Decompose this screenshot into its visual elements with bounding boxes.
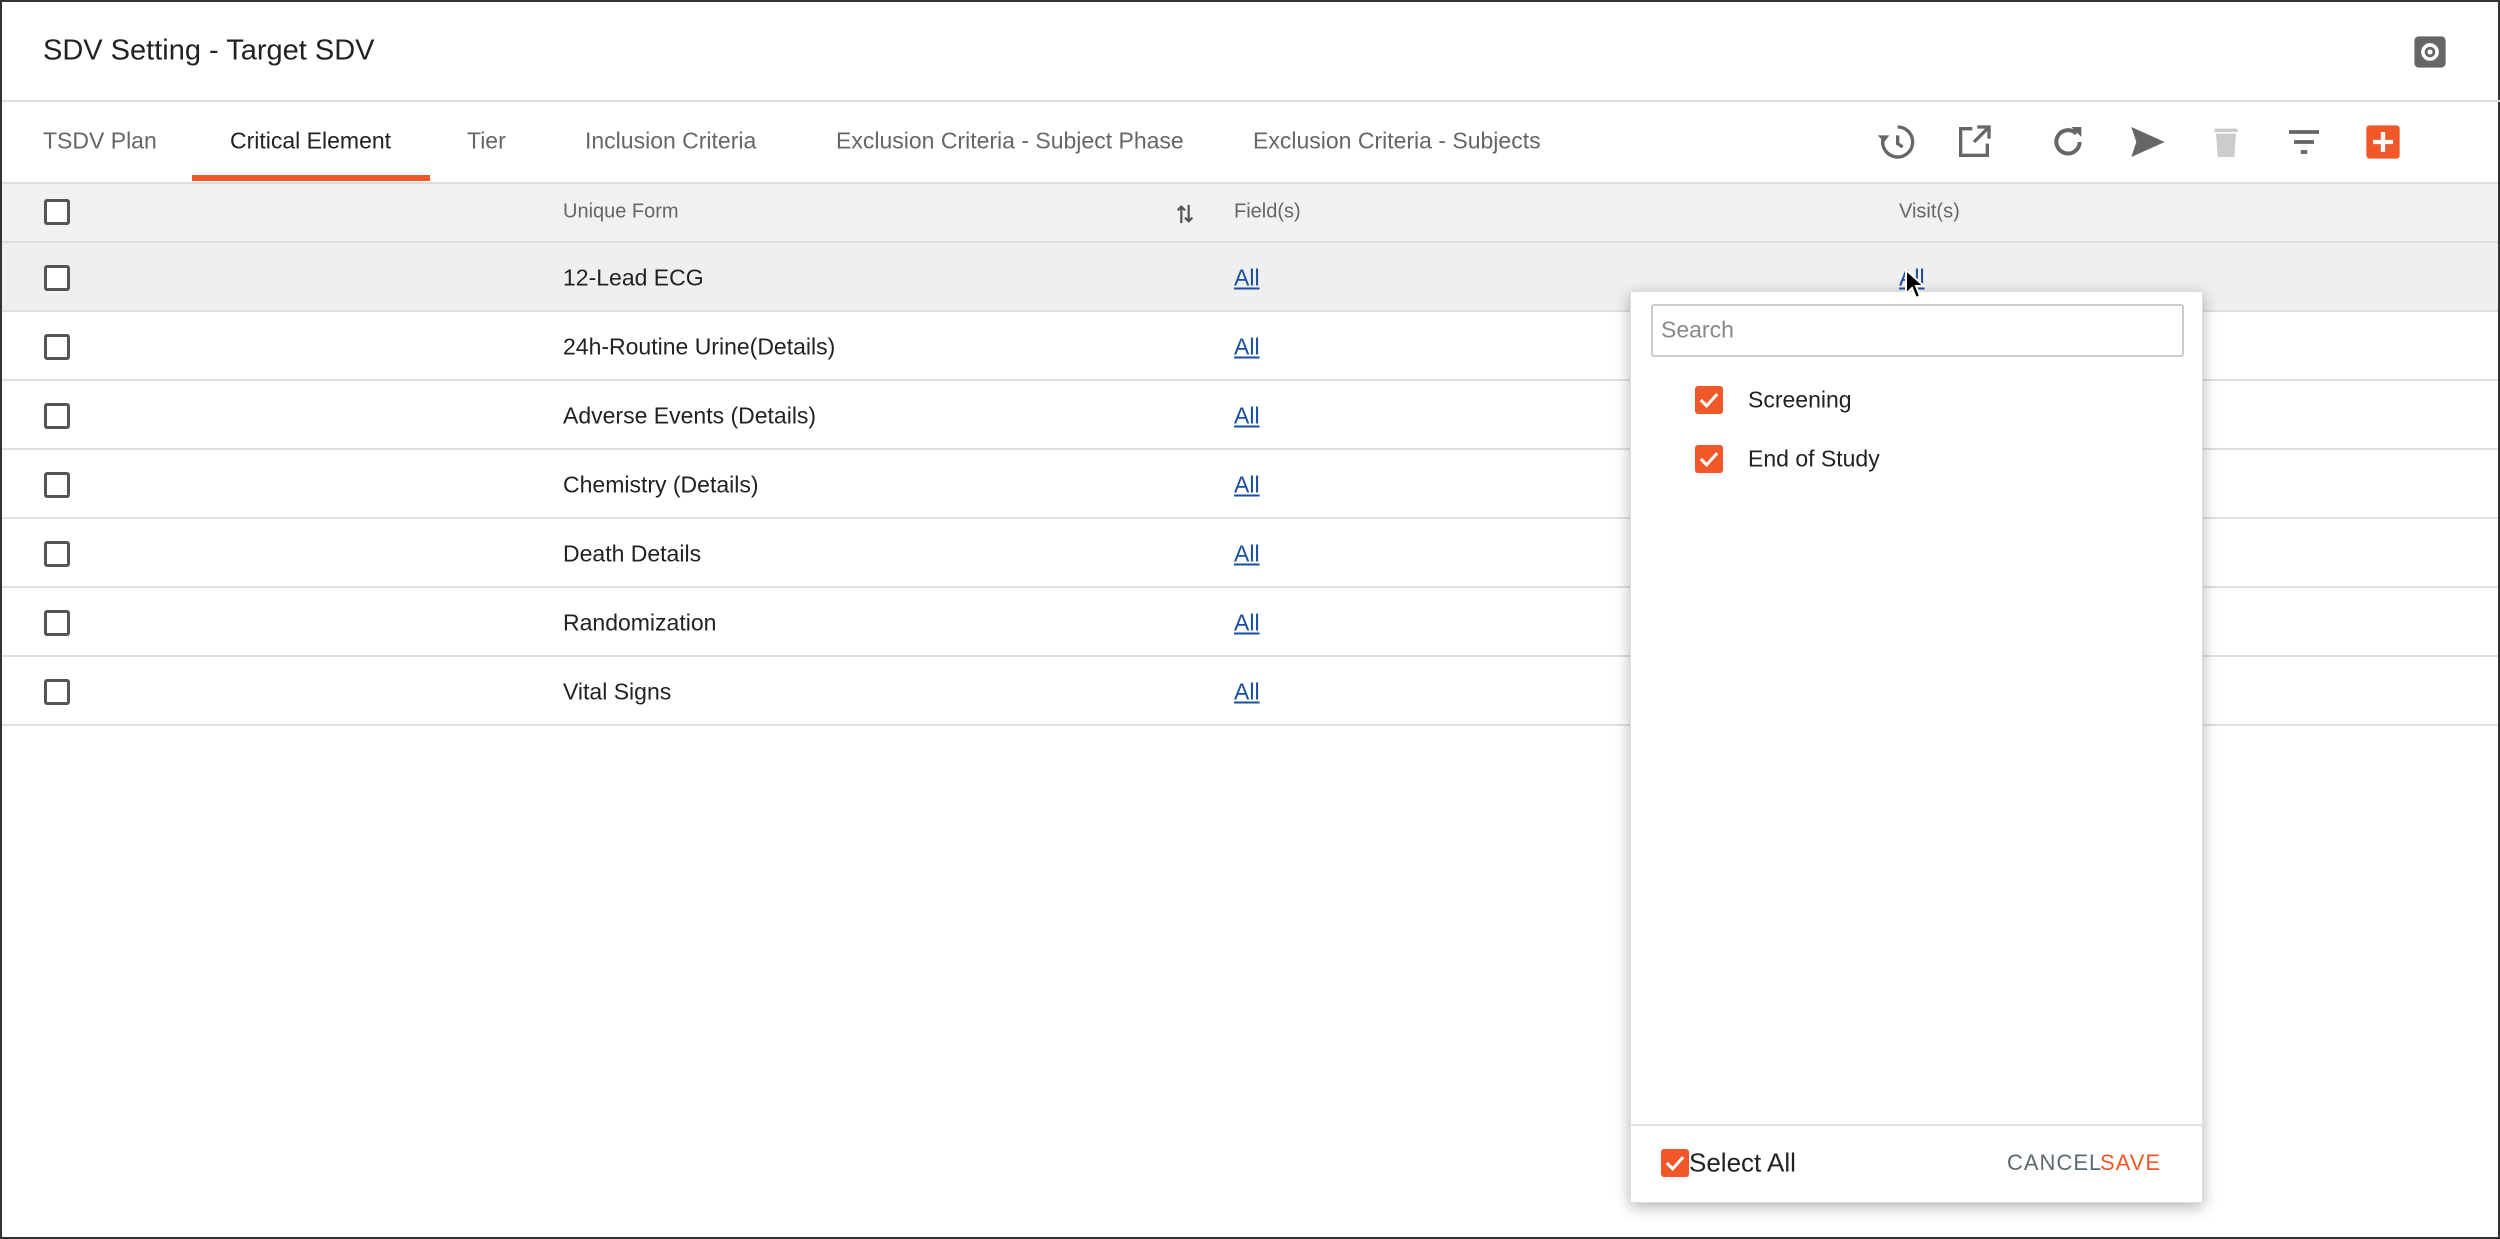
tab[interactable]: Inclusion Criteria bbox=[585, 127, 757, 154]
fields-link[interactable]: All bbox=[1234, 333, 1260, 360]
select-all-rows-checkbox[interactable] bbox=[44, 199, 70, 225]
settings-icon[interactable] bbox=[2413, 35, 2447, 69]
divider bbox=[2, 100, 2500, 102]
select-all-checkbox[interactable] bbox=[1661, 1149, 1689, 1177]
option-checkbox[interactable] bbox=[1695, 386, 1723, 414]
tab[interactable]: TSDV Plan bbox=[43, 127, 157, 154]
send-icon[interactable] bbox=[2128, 122, 2168, 162]
row-checkbox[interactable] bbox=[44, 541, 70, 567]
tab[interactable]: Tier bbox=[467, 127, 506, 154]
save-button[interactable]: SAVE bbox=[2100, 1150, 2162, 1175]
search-input[interactable]: Search bbox=[1651, 304, 2184, 357]
option-checkbox[interactable] bbox=[1695, 445, 1723, 473]
fields-link[interactable]: All bbox=[1234, 264, 1260, 291]
visit-popup: Search Screening End of Study Select All … bbox=[1630, 291, 2203, 1203]
tab[interactable]: Critical Element bbox=[230, 127, 392, 154]
filter-icon[interactable] bbox=[2284, 122, 2324, 162]
column-header: Visit(s) bbox=[1899, 200, 1960, 223]
tab[interactable]: Exclusion Criteria - Subjects bbox=[1253, 127, 1541, 154]
table-header bbox=[2, 182, 2498, 243]
active-tab-indicator bbox=[192, 175, 430, 181]
form-name: 12-Lead ECG bbox=[563, 264, 704, 291]
row-checkbox[interactable] bbox=[44, 472, 70, 498]
form-name: Randomization bbox=[563, 609, 717, 636]
form-name: Chemistry (Details) bbox=[563, 471, 759, 498]
select-all-label: Select All bbox=[1689, 1147, 1796, 1178]
page-title: SDV Setting - Target SDV bbox=[43, 34, 375, 67]
form-name: Adverse Events (Details) bbox=[563, 402, 817, 429]
form-name: Death Details bbox=[563, 540, 702, 567]
column-header: Unique Form bbox=[563, 200, 679, 223]
sort-icon[interactable] bbox=[1175, 203, 1195, 225]
refresh-icon[interactable] bbox=[2048, 122, 2088, 162]
row-checkbox[interactable] bbox=[44, 403, 70, 429]
form-name: Vital Signs bbox=[563, 678, 672, 705]
column-header: Field(s) bbox=[1234, 200, 1301, 223]
row-checkbox[interactable] bbox=[44, 265, 70, 291]
row-checkbox[interactable] bbox=[44, 610, 70, 636]
tab[interactable]: Exclusion Criteria - Subject Phase bbox=[836, 127, 1184, 154]
fields-link[interactable]: All bbox=[1234, 540, 1260, 567]
form-name: 24h-Routine Urine(Details) bbox=[563, 333, 836, 360]
search-placeholder: Search bbox=[1661, 316, 1734, 343]
fields-link[interactable]: All bbox=[1234, 402, 1260, 429]
mouse-cursor bbox=[1905, 268, 1926, 300]
fields-link[interactable]: All bbox=[1234, 471, 1260, 498]
option-label: Screening bbox=[1748, 386, 1852, 413]
row-checkbox[interactable] bbox=[44, 334, 70, 360]
fields-link[interactable]: All bbox=[1234, 678, 1260, 705]
cancel-button[interactable]: CANCEL bbox=[2007, 1150, 2103, 1175]
fields-link[interactable]: All bbox=[1234, 609, 1260, 636]
add-icon[interactable] bbox=[2363, 122, 2403, 162]
open-external-icon[interactable] bbox=[1954, 122, 1994, 162]
option-label: End of Study bbox=[1748, 445, 1880, 472]
delete-icon[interactable] bbox=[2206, 122, 2246, 162]
history-icon[interactable] bbox=[1876, 122, 1916, 162]
popup-divider bbox=[1631, 1124, 2202, 1126]
row-checkbox[interactable] bbox=[44, 679, 70, 705]
